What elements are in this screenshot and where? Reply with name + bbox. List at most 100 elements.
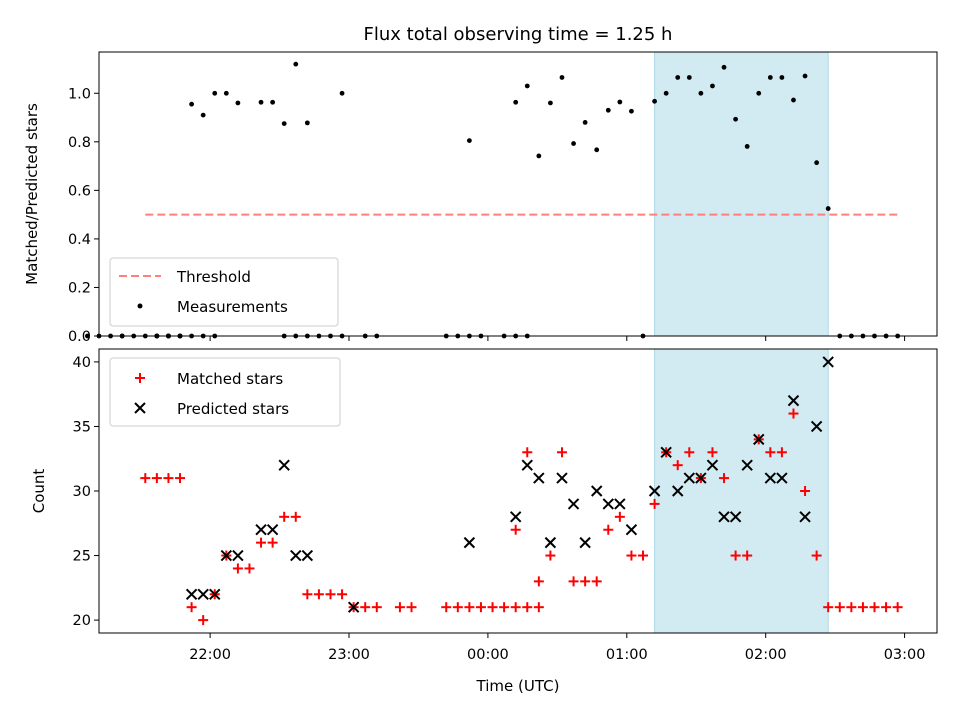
matched-star-marker <box>464 602 475 613</box>
matched-star-marker <box>267 537 278 548</box>
measurement-point <box>536 153 542 159</box>
matched-star-marker <box>510 602 521 613</box>
measurement-point <box>85 333 90 339</box>
x-tick-label: 03:00 <box>884 647 926 663</box>
measurement-point <box>825 206 831 211</box>
predicted-star-marker <box>764 472 777 484</box>
measurement-point <box>582 119 588 125</box>
matched-star-marker <box>719 473 730 484</box>
predicted-star-marker <box>776 472 788 484</box>
predicted-star-marker <box>232 549 244 562</box>
predicted-star-marker <box>706 459 719 471</box>
matched-star-marker <box>441 602 452 613</box>
matched-star-marker <box>186 602 197 613</box>
x-tick-label: 01:00 <box>606 647 648 663</box>
matched-star-marker <box>198 615 209 626</box>
bottom-y-axis-label: Count <box>30 469 48 514</box>
bottom-y-tick-label: 35 <box>73 419 91 435</box>
matched-star-marker <box>140 473 151 484</box>
predicted-star-marker <box>695 472 707 484</box>
top-y-axis-label: Matched/Predicted stars <box>23 103 41 285</box>
measurement-point <box>652 98 657 104</box>
matched-star-marker <box>452 602 463 613</box>
matched-star-marker <box>163 473 174 484</box>
measurement-point <box>513 99 519 105</box>
predicted-star-marker <box>787 394 800 407</box>
matched-star-marker <box>638 550 649 561</box>
measurement-point <box>767 75 773 80</box>
matched-star-marker <box>545 550 556 561</box>
predicted-star-marker <box>220 549 233 562</box>
measurement-point <box>779 75 785 80</box>
legend-measurements-swatch <box>137 303 143 309</box>
measurement-point <box>293 61 299 67</box>
measurement-point <box>235 100 241 106</box>
measurement-point <box>733 116 739 122</box>
predicted-star-marker <box>556 472 568 484</box>
matched-star-marker <box>406 602 417 613</box>
predicted-star-marker <box>185 588 198 600</box>
predicted-star-marker <box>648 485 661 497</box>
measurement-point <box>629 108 634 114</box>
bottom-panel: 20 25 30 35 40 22:00 23:00 00:00 01:00 02:00 03:00 <box>73 348 938 663</box>
matched-star-marker <box>626 550 637 561</box>
measurement-point <box>744 144 750 149</box>
measurement-point <box>200 112 206 118</box>
matched-star-marker <box>499 602 510 613</box>
matched-star-marker <box>614 511 625 522</box>
matched-star-marker <box>313 589 324 600</box>
matched-star-marker <box>533 602 544 613</box>
measurement-point <box>791 97 796 103</box>
matched-star-marker <box>730 550 741 561</box>
matched-star-marker <box>649 498 660 509</box>
predicted-star-marker <box>197 588 209 600</box>
matched-star-marker <box>522 602 533 613</box>
matched-star-marker <box>823 602 834 613</box>
measurement-point <box>605 107 611 113</box>
matched-star-marker <box>568 576 579 587</box>
matched-star-marker <box>892 602 903 613</box>
predicted-star-marker <box>290 549 302 562</box>
matched-star-marker <box>232 563 243 574</box>
matched-star-marker <box>881 602 892 613</box>
predicted-star-marker <box>672 485 684 497</box>
matched-star-marker <box>325 589 336 600</box>
matched-star-marker <box>811 550 822 561</box>
measurement-point <box>339 90 345 96</box>
predicted-star-marker <box>347 601 360 613</box>
matched-star-marker <box>290 511 301 522</box>
bottom-y-tick-label: 40 <box>73 355 91 371</box>
top-highlight-band <box>654 51 829 337</box>
matched-star-marker <box>371 602 382 613</box>
matched-star-marker <box>337 589 348 600</box>
top-y-tick-label: 0.0 <box>68 329 91 345</box>
measurement-point <box>258 99 264 105</box>
predicted-star-marker <box>278 459 290 471</box>
predicted-star-marker <box>741 459 753 471</box>
x-tick-label: 00:00 <box>467 647 509 663</box>
matched-star-marker <box>684 447 695 458</box>
top-panel: 0.0 0.2 0.4 0.6 0.8 1.0 <box>68 51 938 345</box>
predicted-star-marker <box>683 472 696 484</box>
predicted-star-marker <box>544 536 557 549</box>
legend-predicted-label: Predicted stars <box>177 400 289 418</box>
matched-star-marker <box>834 602 845 613</box>
measurement-point <box>814 160 820 166</box>
legend-top: Threshold Measurements <box>109 257 339 327</box>
predicted-star-marker <box>625 524 638 536</box>
bottom-y-tick-label: 30 <box>73 484 91 500</box>
matched-star-marker <box>742 550 753 561</box>
predicted-star-marker <box>718 511 730 523</box>
matched-star-marker <box>800 486 811 496</box>
matched-star-marker <box>279 511 290 522</box>
measurement-point <box>710 83 715 89</box>
matched-star-marker <box>776 447 787 458</box>
top-y-tick-label: 0.4 <box>68 232 91 248</box>
matched-star-marker <box>175 473 186 484</box>
measurement-point <box>304 120 310 126</box>
measurement-point <box>548 100 553 106</box>
measurement-point <box>281 121 287 127</box>
measurement-point <box>617 99 623 105</box>
top-plot-frame <box>98 51 938 337</box>
predicted-star-marker <box>255 524 267 536</box>
